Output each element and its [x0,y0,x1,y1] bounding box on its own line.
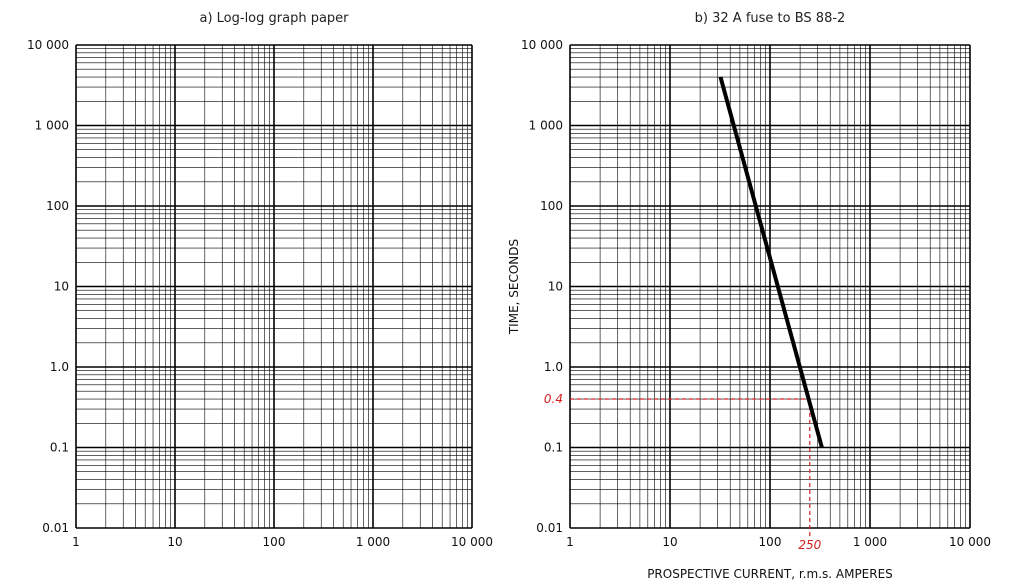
x-tick-label: 10 000 [451,535,493,549]
y-tick-label: 10 [54,280,69,294]
grid [569,44,971,529]
x-tick-label: 10 [167,535,182,549]
x-tick-label: 1 000 [853,535,887,549]
chart-title: b) 32 A fuse to BS 88-2 [695,11,846,26]
y-tick-label: 100 [540,199,563,213]
x-tick-label: 1 [566,535,574,549]
y-tick-label: 10 000 [27,38,69,52]
y-tick-label: 0.01 [536,521,563,535]
y-tick-label: 10 000 [521,38,563,52]
x-tick-label: 10 [662,535,677,549]
x-axis-label: PROSPECTIVE CURRENT, r.m.s. AMPERES [647,567,893,581]
annotation-x-label: 250 [798,538,821,552]
x-tick-label: 10 000 [949,535,991,549]
y-tick-label: 1 000 [529,119,563,133]
x-tick-label: 100 [759,535,782,549]
x-tick-label: 100 [263,535,286,549]
x-tick-label: 1 000 [356,535,390,549]
y-tick-label: 0.1 [544,441,563,455]
grid [75,44,473,529]
y-tick-label: 1 000 [35,119,69,133]
y-tick-label: 100 [46,199,69,213]
chart-b-fuse-characteristic: b) 32 A fuse to BS 88-2 0.01 0.1 1.0 10 100 1 … [507,11,991,581]
x-tick-label: 1 [72,535,80,549]
y-tick-label: 1.0 [50,360,69,374]
chart-a-log-log-graph-paper: a) Log-log graph paper 0.01 0.1 1.0 10 100 1 0… [27,11,493,549]
y-tick-label: 10 [548,280,563,294]
y-tick-label: 0.01 [42,521,69,535]
y-axis-label: TIME, SECONDS [507,239,521,335]
annotation-y-label: 0.4 [544,392,563,406]
y-tick-label: 1.0 [544,360,563,374]
series-line-0 [718,76,824,449]
y-tick-label: 0.1 [50,441,69,455]
chart-title: a) Log-log graph paper [199,11,349,26]
